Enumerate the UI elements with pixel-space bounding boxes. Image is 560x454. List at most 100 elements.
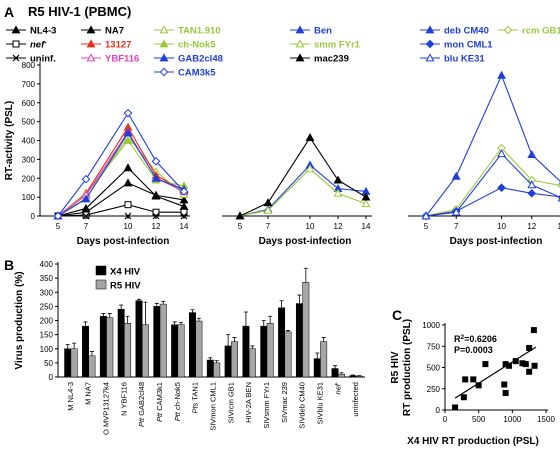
error-bar [179, 322, 184, 325]
y-tick-label: 500 [22, 118, 36, 127]
y-tick-label: 100 [40, 345, 54, 354]
bar-x4-hiv-o-mvp13127k4 [99, 316, 107, 378]
error-bar [226, 334, 231, 346]
bar-x4-hiv-sivrcm-gb1 [224, 345, 232, 378]
panel-c-scatter-plot: 0 250 500 750 1000 0 500 1000 1500 X4 HIV RT prod… [390, 319, 555, 447]
scatter-point [482, 361, 489, 368]
bar-x4-hiv-n-ybf116 [117, 308, 125, 378]
data-point-ch-nok5 [123, 135, 133, 144]
data-point-na7 [179, 195, 189, 204]
data-point-blu-ke31 [497, 149, 507, 158]
bar-x4-hiv-sivmac-239 [278, 307, 286, 378]
error-bar [232, 337, 237, 342]
legend-marker-ybf116 [86, 53, 96, 62]
x-category-label: M NL4-3 [66, 382, 75, 411]
panel-a-x-label: Days post-infection [450, 236, 543, 247]
bar-r5-hiv-ptt-cam3k1 [159, 303, 167, 378]
x-tick-label: 10 [306, 222, 315, 231]
panel-a-line-charts: 0 100 200 300 400 500 600 700 800 RT-activity (PS… [4, 25, 560, 247]
legend-marker-nl4-3 [11, 25, 21, 34]
y-tick-label: 300 [22, 155, 36, 164]
error-bar [279, 300, 284, 308]
bar-r5-hiv-o-mvp13127k4 [106, 317, 114, 378]
scatter-point [531, 362, 538, 369]
bar-r5-hiv-sivmac-239 [284, 331, 292, 378]
bar-r5-hiv-sivsmm-fyr1 [266, 323, 274, 378]
error-bar [250, 345, 255, 349]
data-point-deb-cm40 [527, 150, 537, 159]
scatter-point [462, 376, 469, 383]
legend-marker-13127 [86, 39, 96, 48]
legend-label-mac239: mac239 [314, 54, 349, 65]
legend-marker-na7 [86, 25, 96, 34]
error-bar [315, 352, 320, 359]
legend-marker-tan1-910 [159, 25, 169, 34]
y-tick-label: 400 [22, 137, 36, 146]
x-tick-label: 7 [454, 222, 459, 231]
series-line-mac239 [239, 136, 367, 217]
y-tick-label: 0 [31, 212, 36, 221]
y-tick-label: 250 [40, 302, 54, 311]
bar-x4-hiv-m-nl4-3 [64, 348, 72, 378]
scatter-point [530, 327, 537, 334]
x-category-label: nef- [333, 382, 342, 394]
legend-marker-uninf [12, 54, 20, 62]
error-bar [89, 351, 94, 356]
legend-label-gab2cl48: GAB2cl48 [178, 54, 223, 65]
legend-swatch-r5-hiv [95, 279, 107, 290]
y-tick-label: 600 [22, 99, 36, 108]
bar-x4-hiv-ptt-ch-nok5 [171, 324, 179, 378]
error-bar [268, 315, 273, 324]
bar-x4-hiv-uninfected [349, 375, 357, 378]
bar-r5-hiv-nef [338, 373, 345, 378]
y-tick-label: 300 [40, 288, 54, 297]
data-point-mac239 [333, 175, 343, 184]
error-bar [261, 320, 266, 327]
panel-letter-a: A [4, 4, 14, 20]
legend-marker-rcm-gb1 [503, 25, 513, 35]
panel-letter-b: B [4, 257, 14, 273]
bar-r5-hiv-pts-tan1 [195, 320, 203, 378]
legend-label-deb-cm40: deb CM40 [444, 26, 489, 37]
panel-a-x-label: Days post-infection [259, 236, 352, 247]
x-tick-label: 10 [497, 222, 506, 231]
legend-label-nl4-3: NL4-3 [30, 26, 56, 37]
error-bar [65, 344, 70, 349]
series-line-smm-fyr1 [239, 168, 367, 217]
data-point-cam3k5 [151, 156, 161, 166]
annotation-text: R2=0.6206 [454, 334, 497, 344]
scatter-point [470, 376, 477, 383]
error-bar [321, 337, 326, 342]
scatter-point [519, 360, 526, 367]
y-tick-label: 0 [49, 373, 54, 382]
panel-b-bar-chart: 0 50 100 150 200 250 300 350 400 Virus production… [14, 260, 365, 435]
error-bar [143, 301, 148, 325]
data-point-uninf [152, 212, 160, 220]
x-tick-label: 10 [124, 222, 133, 231]
y-tick-label: 100 [22, 193, 36, 202]
data-point-gab2cl48 [81, 194, 91, 203]
data-point-nef [124, 201, 132, 209]
error-bar [154, 303, 159, 307]
x-tick-label: 7 [84, 222, 89, 231]
error-bar [125, 315, 130, 324]
scatter-point [502, 361, 509, 368]
x-tick-label: 1500 [537, 415, 555, 424]
legend-label-ben: Ben [314, 26, 332, 37]
bar-r5-hiv-m-na7 [88, 355, 96, 378]
series-line-blu-ke31 [425, 152, 560, 217]
x-category-label: N YBF116 [119, 382, 128, 416]
y-tick-label: 350 [40, 274, 54, 283]
data-point-mon-cml1 [497, 183, 506, 192]
x-category-label: uninfected [351, 382, 360, 417]
panel-c-y-label: R5 HIV [390, 351, 401, 384]
x-category-label: HIV-2A BEN [244, 382, 253, 423]
bar-x4-hiv-hiv-2a-ben [242, 325, 250, 378]
panel-c-y-label: RT production (PSL) [402, 319, 413, 416]
error-bar [161, 300, 166, 305]
legend-label-na7: NA7 [105, 26, 124, 37]
y-tick-label: 50 [44, 359, 53, 368]
x-tick-label: 14 [362, 222, 371, 231]
y-tick-label: 800 [22, 61, 36, 70]
x-tick-label: 5 [238, 222, 243, 231]
